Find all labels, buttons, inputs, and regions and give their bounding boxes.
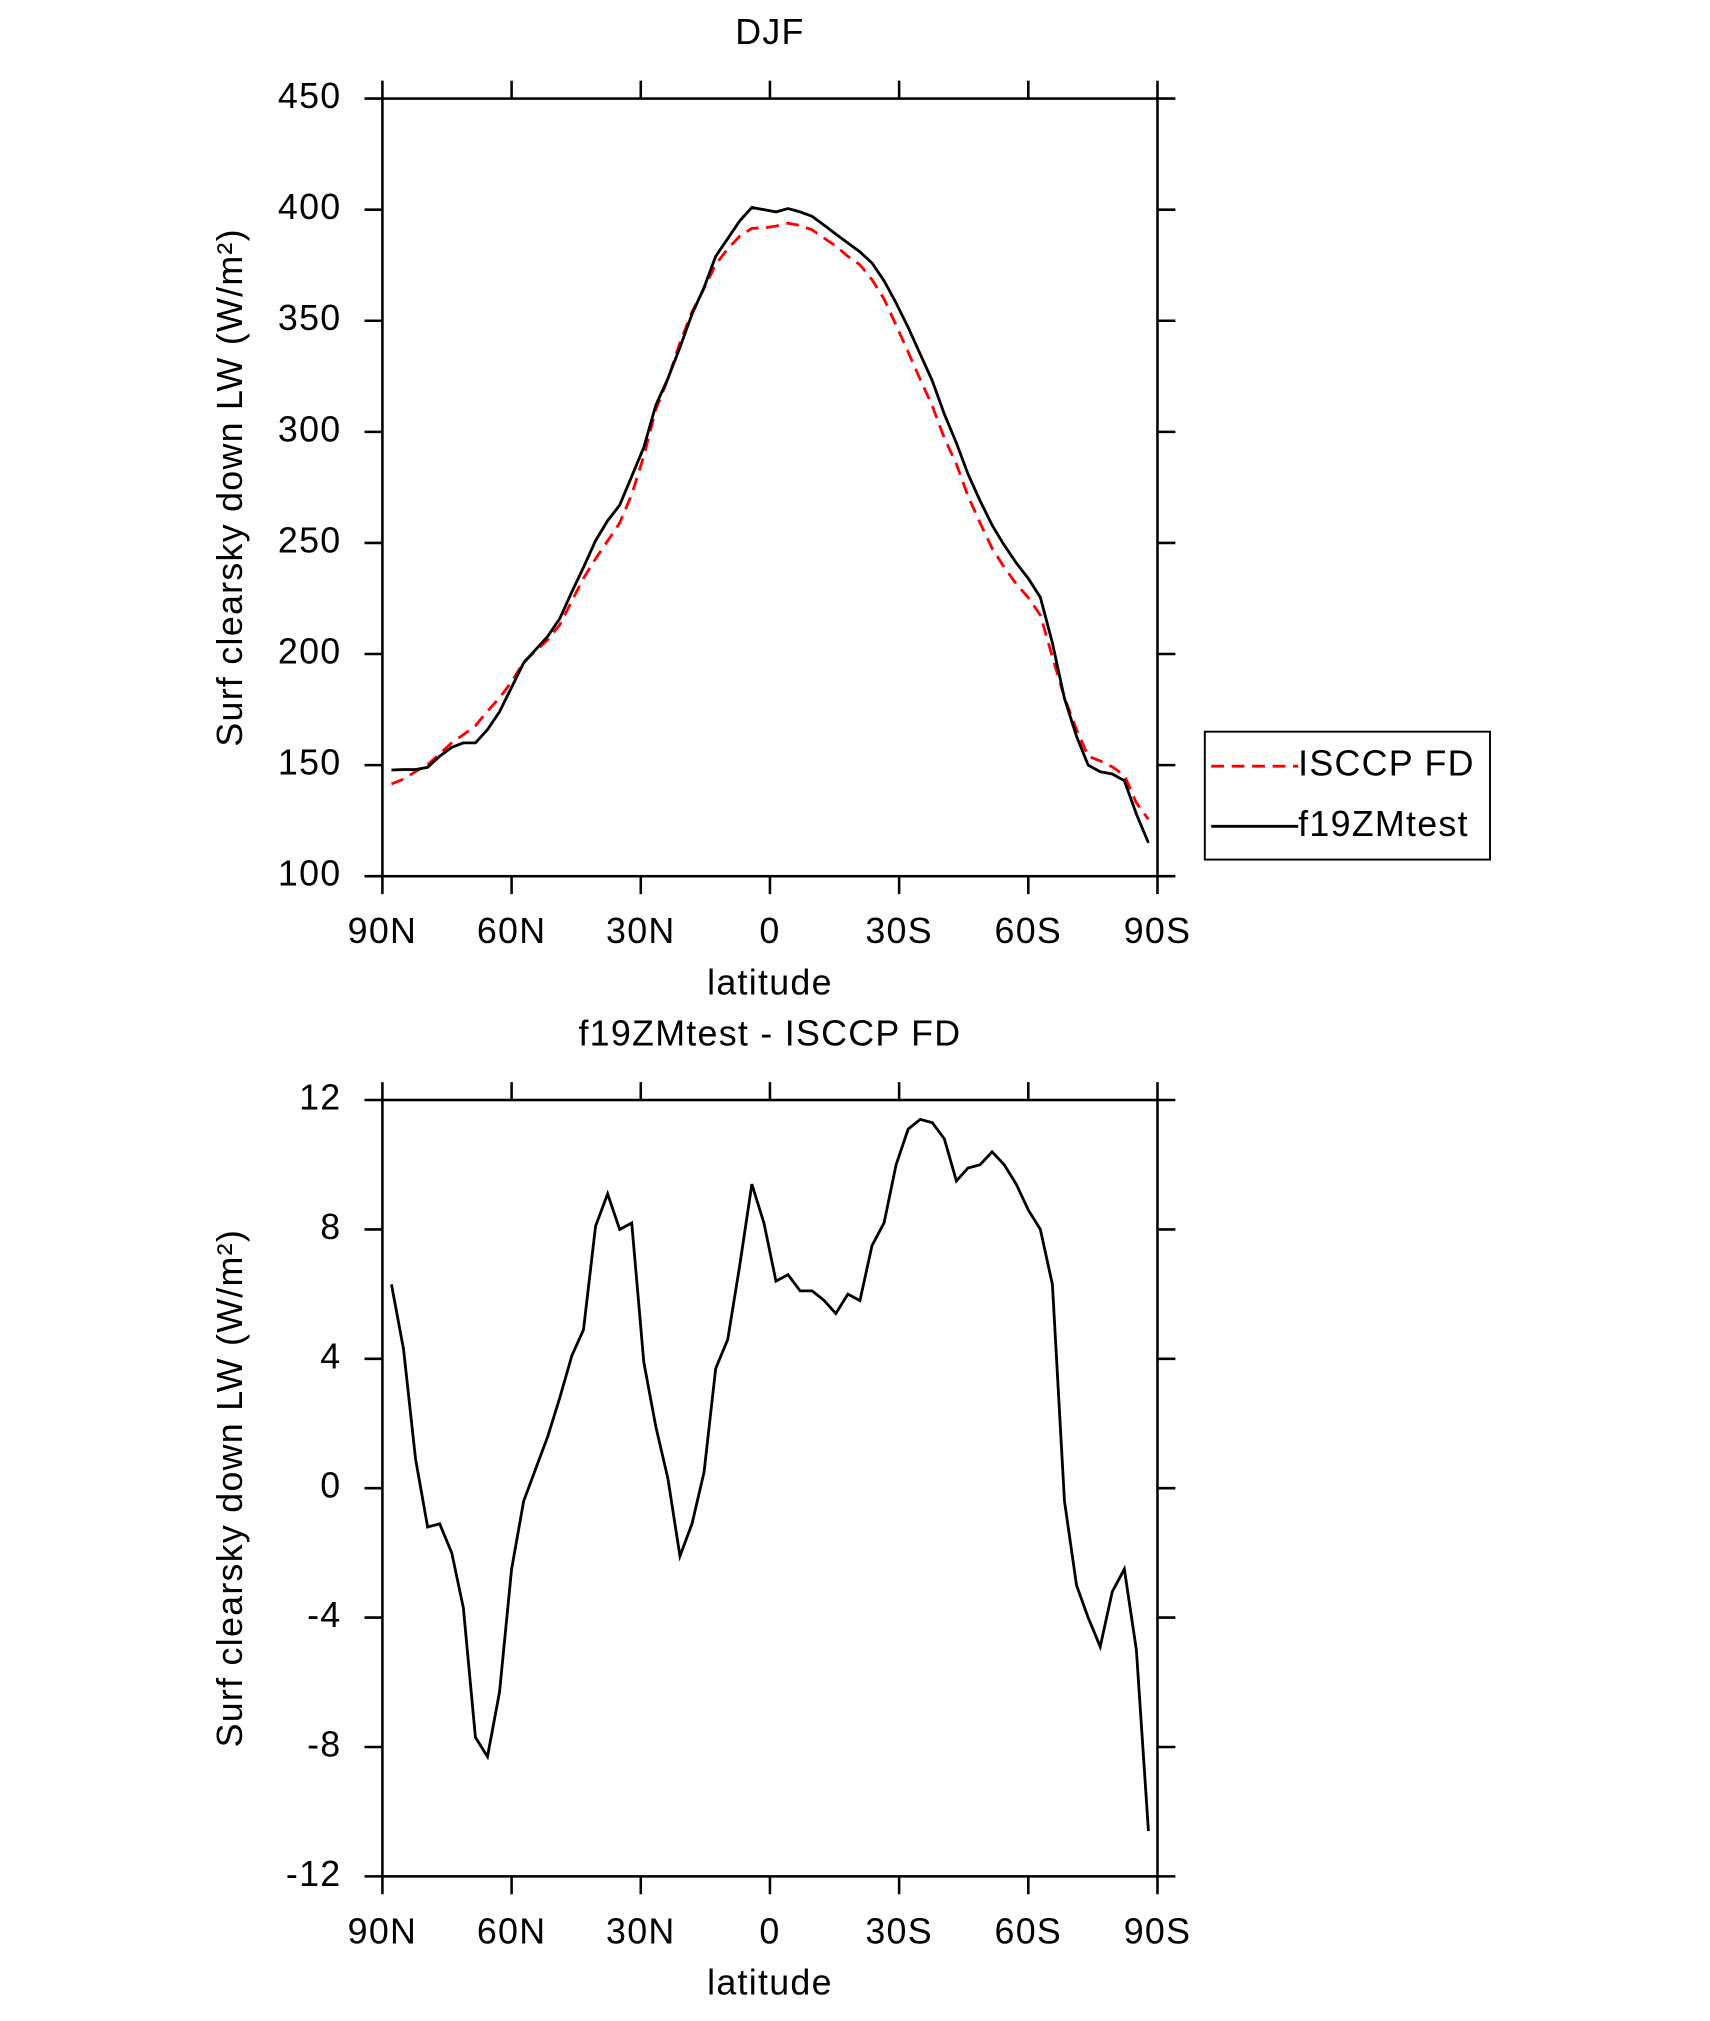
chart-title: f19ZMtest - ISCCP FD — [578, 1014, 961, 1054]
legend-label: f19ZMtest — [1298, 804, 1469, 844]
x-tick-label: 30S — [865, 1911, 933, 1951]
plot-frame — [381, 1098, 1159, 1878]
x-tick-label: 30N — [606, 1911, 676, 1951]
plot-frame — [381, 97, 1159, 878]
y-tick-label: 8 — [320, 1207, 341, 1247]
data-line — [390, 221, 1150, 821]
y-tick-label: 100 — [278, 854, 342, 894]
legend-box — [1203, 730, 1491, 861]
x-tick-label: 90N — [348, 911, 418, 951]
y-tick-label: 150 — [278, 743, 342, 783]
x-tick-label: 60S — [995, 1911, 1063, 1951]
y-tick-label: 0 — [320, 1466, 341, 1506]
y-tick-label: 450 — [278, 76, 342, 116]
y-tick-label: -4 — [307, 1595, 341, 1635]
y-tick-label: 200 — [278, 631, 342, 671]
x-axis-label: latitude — [707, 1963, 833, 2003]
y-tick-label: 300 — [278, 409, 342, 449]
x-tick-label: 0 — [759, 1911, 780, 1951]
x-tick-label: 90N — [348, 1911, 418, 1951]
x-tick-label: 30S — [865, 911, 933, 951]
y-tick-label: 12 — [299, 1077, 341, 1117]
x-tick-label: 30N — [606, 911, 676, 951]
x-tick-label: 60N — [477, 1911, 547, 1951]
y-tick-label: 400 — [278, 187, 342, 227]
data-line — [390, 1117, 1150, 1832]
y-axis-label: Surf clearsky down LW (W/m²) — [210, 228, 250, 746]
data-line — [391, 205, 1150, 844]
y-tick-label: -8 — [307, 1724, 341, 1764]
chart-title: DJF — [735, 12, 804, 52]
y-tick-label: 250 — [278, 520, 342, 560]
x-axis-label: latitude — [707, 962, 833, 1002]
x-tick-label: 0 — [759, 911, 780, 951]
y-tick-label: -12 — [286, 1854, 342, 1894]
x-tick-label: 60S — [995, 911, 1063, 951]
y-tick-label: 4 — [320, 1336, 341, 1376]
legend-label: ISCCP FD — [1298, 744, 1475, 784]
y-axis-label: Surf clearsky down LW (W/m²) — [210, 1229, 250, 1747]
x-tick-label: 90S — [1124, 911, 1192, 951]
y-tick-label: 350 — [278, 298, 342, 338]
x-tick-label: 90S — [1124, 1911, 1192, 1951]
x-tick-label: 60N — [477, 911, 547, 951]
